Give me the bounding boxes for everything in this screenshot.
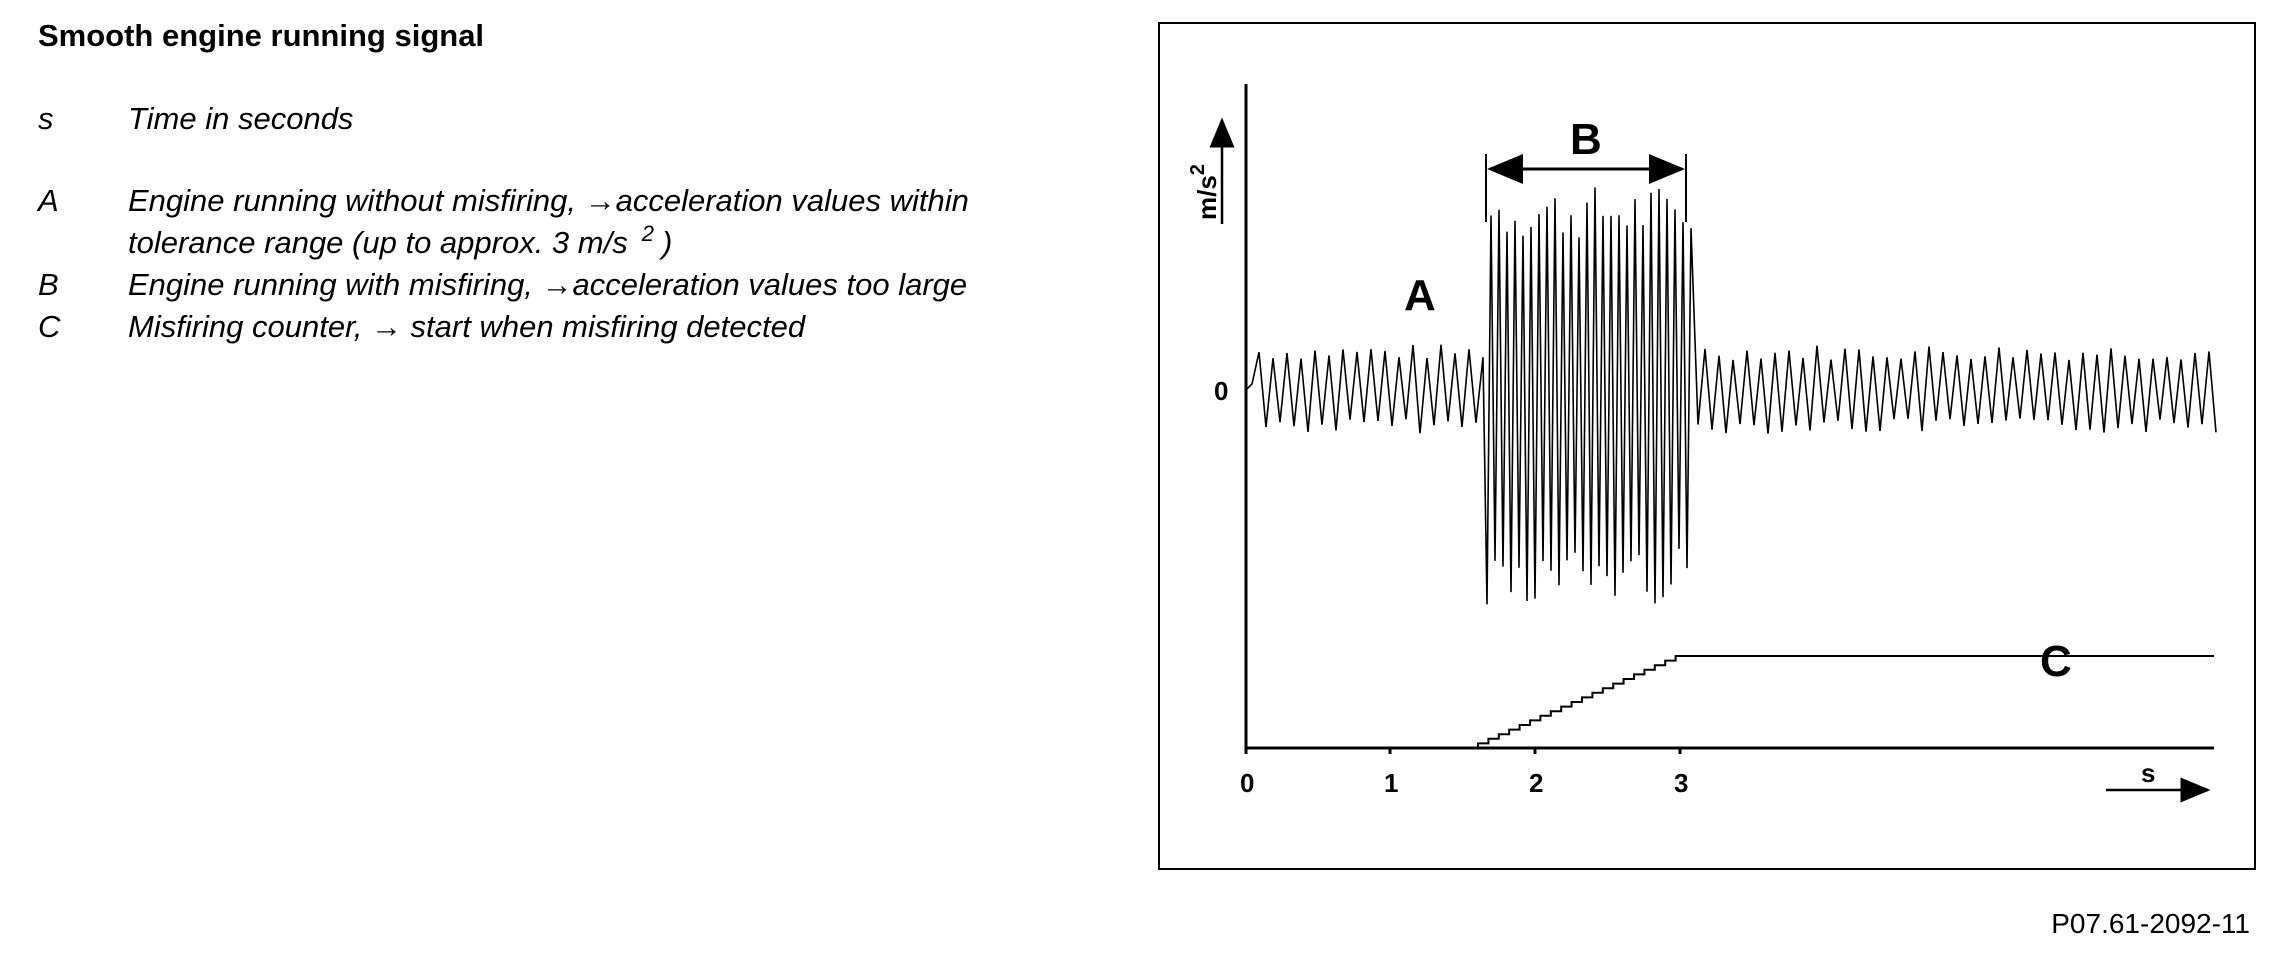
- legend-text: Engine running without misfiring, →accel…: [128, 183, 969, 218]
- legend-text: Engine running with misfiring, →accelera…: [128, 267, 968, 302]
- signal-diagram: m/s2 0 0 1 2 3 s B A C: [1187, 84, 2217, 803]
- legend-close: ): [661, 225, 673, 260]
- page-title: Smooth engine running signal: [38, 18, 485, 53]
- y-zero-label: 0: [1214, 376, 1228, 406]
- label-c: C: [2040, 637, 2072, 686]
- legend-text: Misfiring counter, → start when misfirin…: [128, 309, 806, 344]
- y-axis-label: m/s2: [1187, 164, 1222, 220]
- legend-text-line2: tolerance range (up to approx. 3 m/s: [128, 225, 628, 260]
- x-tick-label: 3: [1674, 768, 1688, 798]
- legend-key: B: [38, 267, 59, 302]
- x-tick-label: 0: [1240, 768, 1254, 798]
- legend-key: s: [38, 101, 54, 136]
- x-axis-label: s: [2141, 758, 2155, 788]
- misfiring-counter: [1246, 655, 2214, 749]
- legend-key: C: [38, 309, 61, 344]
- legend-superscript: 2: [641, 221, 654, 246]
- x-tick-label: 2: [1529, 768, 1543, 798]
- legend-key: A: [38, 183, 59, 218]
- diagram-frame: m/s2 0 0 1 2 3 s B A C: [1158, 22, 2256, 870]
- label-a: A: [1404, 271, 1436, 320]
- legend-text: Time in seconds: [128, 101, 354, 136]
- legend-text-continued: tolerance range (up to approx. 3 m/s 2): [128, 221, 673, 267]
- figure-reference: P07.61-2092-11: [2051, 908, 2250, 939]
- x-tick-label: 1: [1384, 768, 1398, 798]
- acceleration-signal: [1245, 187, 2217, 605]
- label-b: B: [1570, 115, 1602, 164]
- x-ticks: 0 1 2 3: [1240, 748, 1688, 798]
